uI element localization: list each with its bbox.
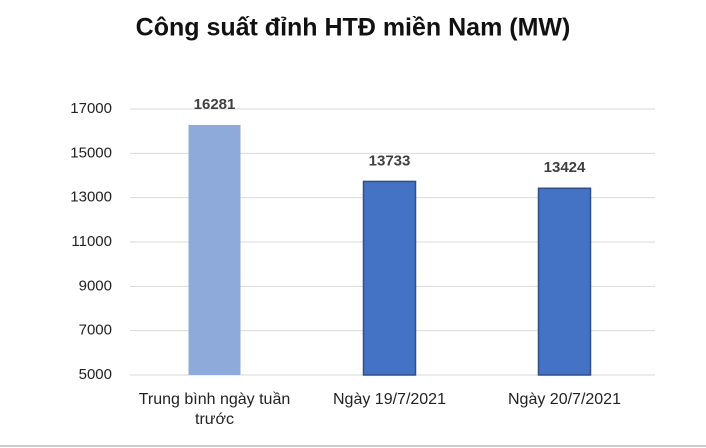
y-tick-label: 13000 (70, 189, 112, 206)
x-tick-label: Trung bình ngày tuần trước (138, 391, 291, 428)
y-tick-label: 15000 (70, 144, 112, 161)
value-label: 13733 (369, 152, 411, 169)
chart-title: Công suất đỉnh HTĐ miền Nam (MW) (136, 14, 571, 42)
x-tick-label: Ngày 20/7/2021 (508, 391, 621, 408)
y-tick-label: 7000 (79, 322, 112, 339)
value-label: 13424 (544, 159, 586, 176)
y-tick-label: 5000 (79, 366, 112, 383)
value-label: 16281 (194, 96, 236, 113)
bar (362, 180, 417, 376)
y-tick-label: 11000 (71, 233, 112, 250)
bar (537, 187, 592, 376)
y-tick-label: 17000 (70, 100, 112, 117)
bar (188, 124, 241, 375)
y-tick-label: 9000 (79, 277, 112, 294)
x-tick-label: Ngày 19/7/2021 (333, 391, 446, 408)
